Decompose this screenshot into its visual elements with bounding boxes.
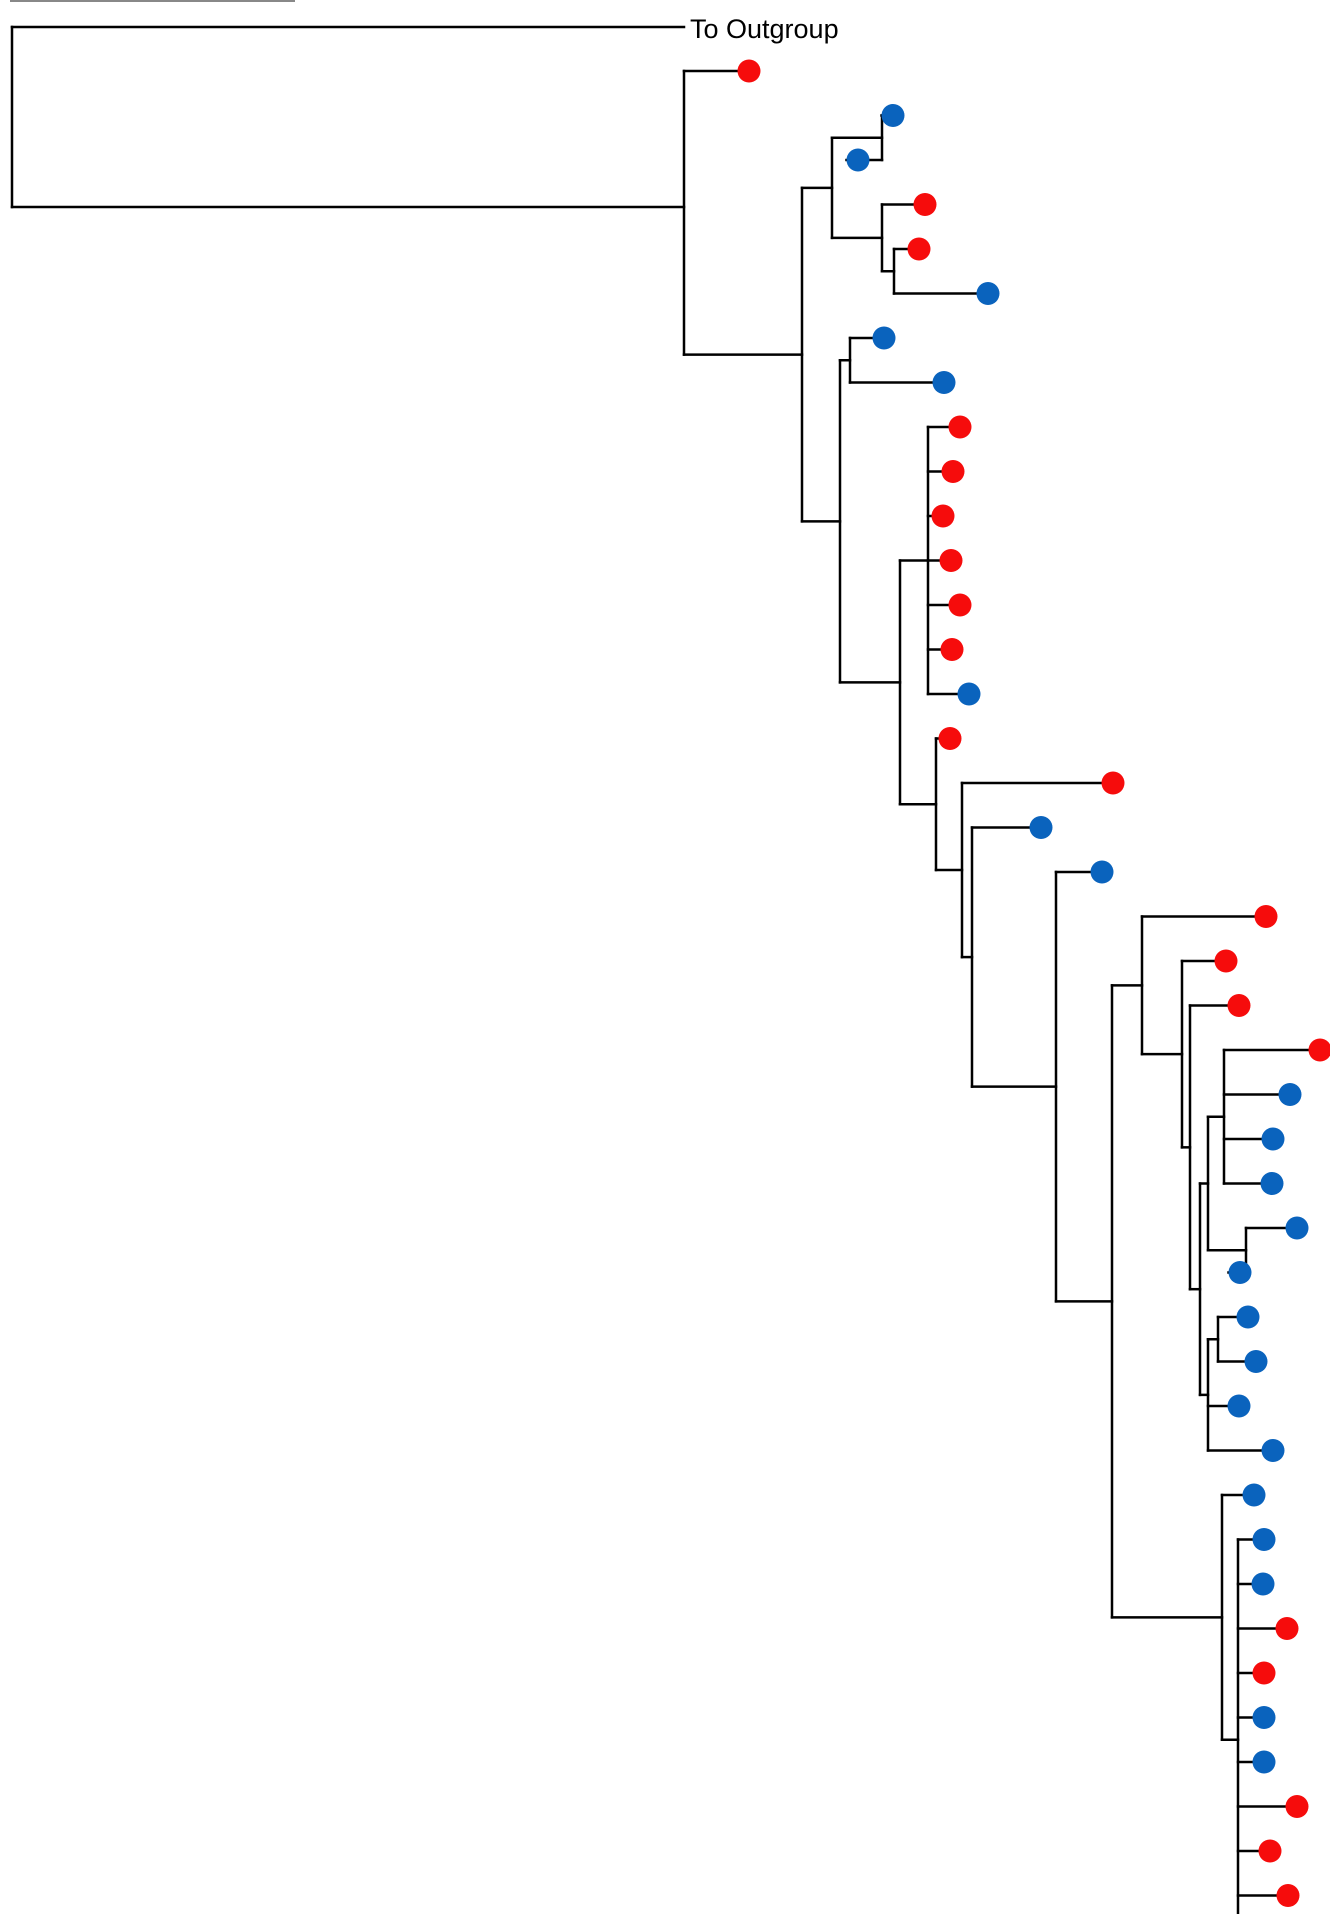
node-root [682, 69, 804, 356]
node-c9 [838, 359, 902, 684]
tip-red-17 [1101, 771, 1125, 795]
tip-blue-26 [1260, 1172, 1284, 1195]
tip-red-16 [938, 727, 962, 750]
tip-blue-33 [1242, 1483, 1266, 1507]
tip-blue-18 [1029, 816, 1053, 839]
tip-blue-29 [1236, 1305, 1260, 1329]
tip-red-1 [737, 59, 761, 83]
node-c0 [1140, 915, 1256, 1056]
tip-blue-30 [1244, 1350, 1268, 1373]
tip-blue-32 [1261, 1439, 1285, 1462]
tip-blue-35 [1251, 1572, 1275, 1596]
tip-red-36 [1275, 1617, 1299, 1640]
tip-red-4 [913, 193, 937, 216]
tip-red-10 [941, 460, 965, 483]
tip-red-40 [1285, 1795, 1309, 1818]
node-c8 [898, 559, 938, 806]
tip-red-22 [1227, 994, 1251, 1017]
tip-blue-25 [1261, 1127, 1285, 1151]
node-b2 [1222, 1048, 1310, 1185]
tip-markers [737, 59, 1330, 1907]
node-c3 [1110, 984, 1224, 1619]
node-a1 [892, 247, 978, 295]
tip-red-14 [940, 638, 964, 661]
tip-red-11 [931, 504, 955, 528]
tip-red-21 [1214, 949, 1238, 973]
tip-blue-27 [1285, 1216, 1309, 1240]
tip-red-41 [1258, 1839, 1282, 1863]
outgroup-branch: To Outgroup [10, 14, 839, 209]
tip-blue-3 [846, 148, 870, 172]
tip-red-12 [939, 549, 963, 572]
tip-blue-15 [957, 682, 981, 706]
node-a2 [880, 203, 915, 273]
tip-blue-31 [1227, 1394, 1251, 1418]
tip-red-42 [1276, 1884, 1300, 1907]
tip-blue-6 [976, 282, 1000, 305]
node-c7 [934, 737, 964, 872]
node-c6 [960, 781, 1103, 959]
tip-red-13 [948, 593, 972, 617]
node-c2 [1220, 1493, 1244, 1741]
tip-blue-19 [1090, 860, 1114, 884]
tip-blue-28 [1228, 1261, 1252, 1284]
tip-red-9 [948, 415, 972, 439]
tip-red-5 [907, 237, 931, 261]
tip-red-20 [1254, 905, 1278, 928]
outgroup-label: To Outgroup [690, 14, 839, 44]
tip-blue-2 [881, 104, 905, 127]
tip-blue-8 [932, 371, 956, 394]
node-c5 [970, 826, 1058, 1088]
node-b9 [1180, 959, 1216, 1149]
tip-red-23 [1308, 1038, 1330, 1062]
tip-blue-24 [1278, 1083, 1302, 1106]
tip-blue-39 [1252, 1750, 1276, 1774]
tip-blue-38 [1252, 1706, 1276, 1729]
tip-red-37 [1252, 1661, 1276, 1685]
tip-blue-7 [872, 326, 896, 350]
tip-blue-34 [1252, 1528, 1276, 1551]
tree-branches [682, 69, 1310, 1914]
node-c4 [1054, 870, 1114, 1303]
